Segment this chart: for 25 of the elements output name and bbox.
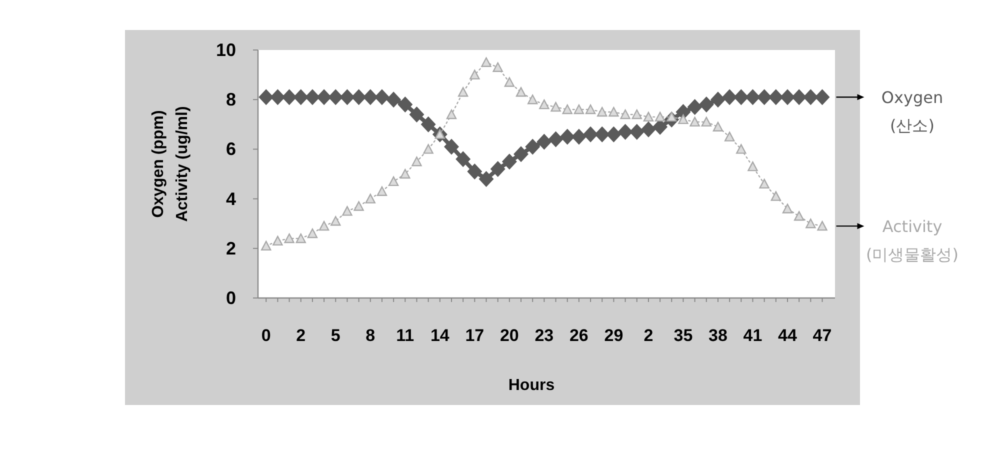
y-tick-label: 8 xyxy=(226,90,236,110)
x-tick-label: 0 xyxy=(261,326,271,345)
x-tick-label: 8 xyxy=(366,326,376,345)
x-tick-label: 11 xyxy=(396,326,414,345)
x-tick-label: 38 xyxy=(708,326,728,345)
x-tick-label: 47 xyxy=(812,326,832,345)
y-tick-label: 6 xyxy=(226,139,236,160)
y-axis-title: Oxygen (ppm) Activity (ug/ml) xyxy=(150,106,191,222)
x-tick-label: 14 xyxy=(430,326,450,345)
y-tick-label: 4 xyxy=(226,188,236,209)
x-tick-label: 5 xyxy=(330,326,340,345)
x-tick-label: 26 xyxy=(569,326,588,345)
y-tick-label: 10 xyxy=(216,40,236,60)
x-tick-label: 29 xyxy=(604,326,624,345)
x-axis-title: Hours xyxy=(508,377,555,394)
x-tick-label: 41 xyxy=(743,326,762,345)
x-tick-label: 20 xyxy=(500,326,519,345)
x-tick-label: 44 xyxy=(778,326,798,345)
x-tick-label: 2 xyxy=(296,326,306,345)
y-tick-label: 2 xyxy=(226,238,236,258)
y-tick-label: 0 xyxy=(226,288,236,308)
x-tick-label: 35 xyxy=(674,326,693,345)
x-tick-label: 2 xyxy=(644,326,654,345)
x-tick-label: 23 xyxy=(534,326,554,345)
x-tick-label: 17 xyxy=(465,326,484,345)
